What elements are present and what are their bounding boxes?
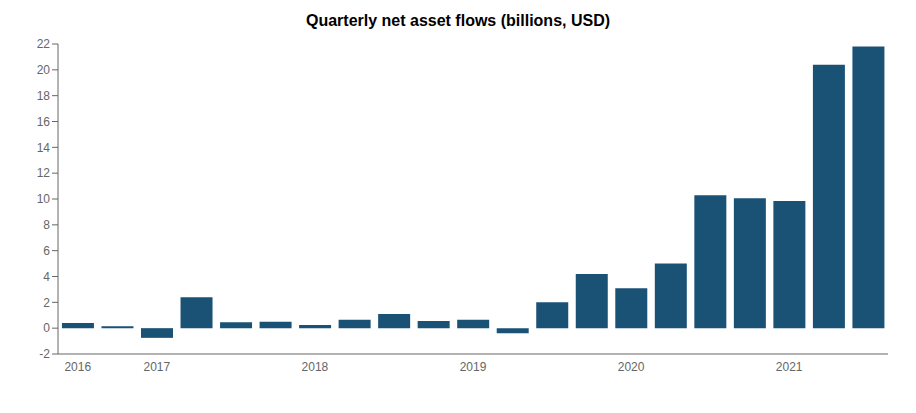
svg-text:2019: 2019 (460, 360, 487, 374)
svg-text:12: 12 (37, 166, 51, 180)
svg-text:8: 8 (43, 218, 50, 232)
svg-text:14: 14 (37, 141, 51, 155)
svg-text:10: 10 (37, 192, 51, 206)
svg-text:2: 2 (43, 296, 50, 310)
svg-text:4: 4 (43, 270, 50, 284)
html-text:Quarterly net asset flows (bil: Quarterly net asset flows (billions, USD… (306, 12, 610, 29)
svg-text:16: 16 (37, 115, 51, 129)
svg-text:-2: -2 (39, 347, 50, 361)
svg-text:6: 6 (43, 244, 50, 258)
svg-text:2017: 2017 (143, 360, 170, 374)
svg-text:22: 22 (37, 37, 51, 51)
svg-text:2018: 2018 (302, 360, 329, 374)
svg-text:2021: 2021 (776, 360, 803, 374)
svg-text:18: 18 (37, 89, 51, 103)
svg-text:20: 20 (37, 63, 51, 77)
svg-text:0: 0 (43, 321, 50, 335)
svg-text:2016: 2016 (64, 360, 91, 374)
svg-text:2020: 2020 (618, 360, 645, 374)
